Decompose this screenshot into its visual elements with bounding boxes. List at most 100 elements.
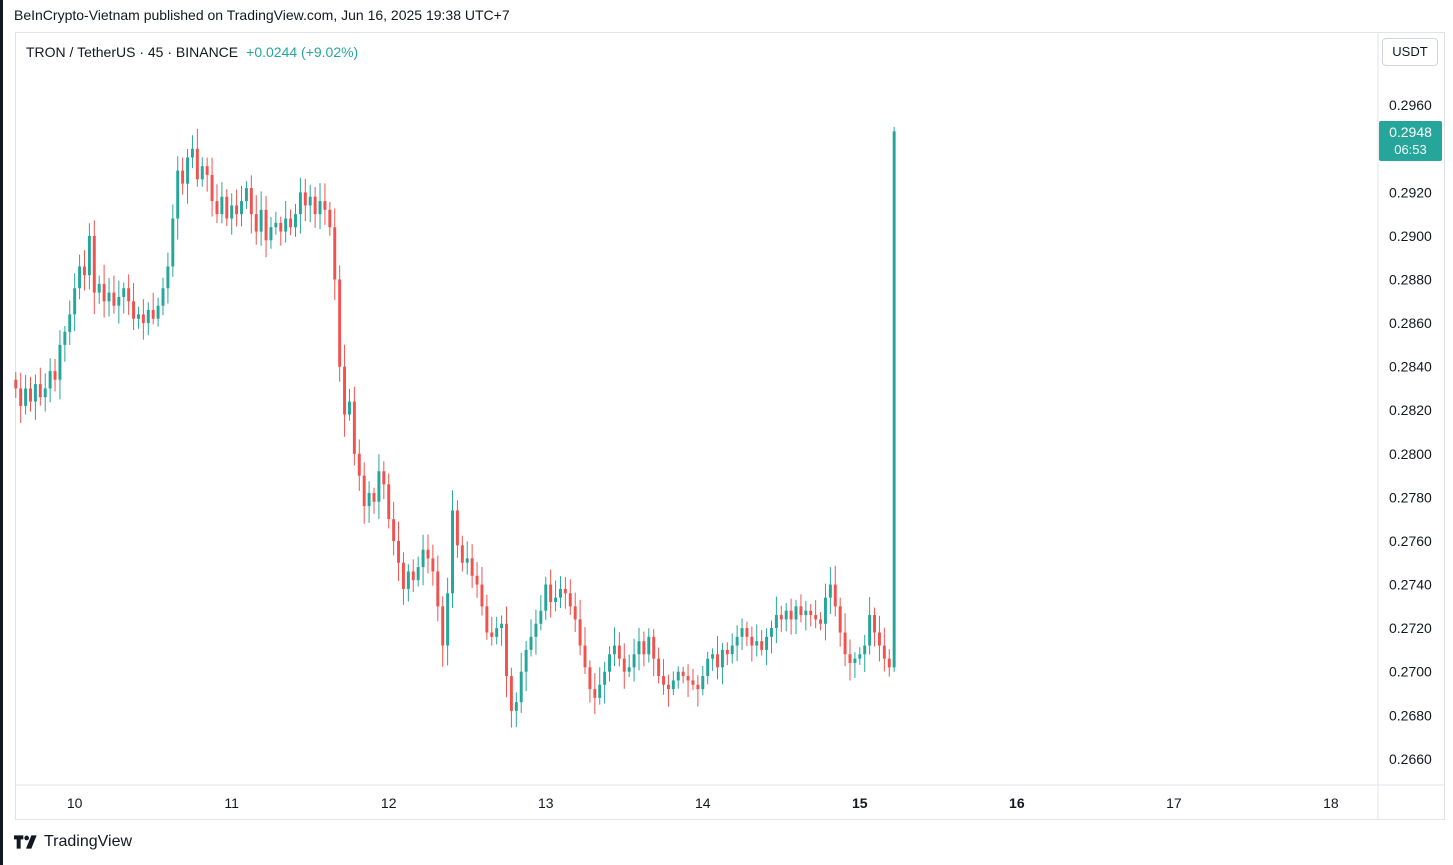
y-tick-label: 0.2860 <box>1389 315 1432 331</box>
candle <box>33 374 37 420</box>
candle <box>642 631 646 667</box>
candle <box>652 629 656 677</box>
x-tick-label: 16 <box>1009 795 1025 811</box>
candle <box>696 675 700 707</box>
candle <box>347 388 351 421</box>
candle <box>156 297 160 327</box>
candle <box>421 534 425 586</box>
candle <box>598 667 602 705</box>
candle <box>608 646 612 682</box>
candle <box>455 500 459 558</box>
y-tick-label: 0.2660 <box>1389 751 1432 767</box>
candle <box>68 300 72 345</box>
y-tick-label: 0.2880 <box>1389 272 1432 288</box>
tradingview-logo-icon <box>14 835 37 849</box>
candle <box>514 692 518 728</box>
candle <box>446 577 450 666</box>
candle <box>190 135 194 169</box>
candle <box>362 462 366 524</box>
candle <box>132 283 136 330</box>
candle <box>151 292 155 325</box>
candle <box>843 613 847 667</box>
candle <box>357 439 361 491</box>
candle <box>318 183 322 230</box>
candle <box>220 182 224 224</box>
candle <box>735 625 739 661</box>
candle <box>249 175 253 234</box>
candle <box>632 638 636 682</box>
candle <box>671 671 675 696</box>
y-tick-label: 0.2720 <box>1389 620 1432 636</box>
candle <box>730 633 734 664</box>
candle <box>254 195 258 245</box>
candle <box>240 185 243 227</box>
tradingview-wordmark: TradingView <box>44 833 133 850</box>
y-tick-label: 0.2760 <box>1389 533 1432 549</box>
candle <box>112 275 116 314</box>
x-tick-label: 18 <box>1323 795 1339 811</box>
candle <box>367 481 371 523</box>
candle <box>97 275 101 304</box>
candle <box>868 597 872 655</box>
y-tick-label: 0.2740 <box>1389 577 1432 593</box>
candle <box>426 534 430 574</box>
candle <box>411 559 415 592</box>
candle <box>784 602 788 632</box>
candle <box>244 181 248 209</box>
candle <box>828 567 832 615</box>
candle-last <box>892 127 896 672</box>
candle <box>338 265 342 382</box>
y-tick-label: 0.2700 <box>1389 664 1432 680</box>
tradingview-logo[interactable]: TradingView <box>14 833 132 851</box>
candle <box>578 599 582 656</box>
candle <box>460 535 464 572</box>
candle <box>509 667 513 728</box>
candle <box>505 606 508 698</box>
x-tick-label: 15 <box>852 795 868 811</box>
candle <box>289 209 293 236</box>
candle <box>887 649 891 677</box>
candle <box>387 473 391 529</box>
candle <box>568 579 572 615</box>
candle <box>53 358 57 392</box>
candle <box>451 490 454 608</box>
candle <box>195 128 199 187</box>
candle <box>19 372 23 424</box>
candle <box>161 277 165 316</box>
candle <box>539 595 543 631</box>
bar-countdown: 06:53 <box>1394 142 1427 158</box>
candle <box>676 666 680 689</box>
candle <box>804 601 808 631</box>
currency-button[interactable]: USDT <box>1382 38 1438 66</box>
candle <box>63 325 67 362</box>
last-price-value: 0.2948 <box>1389 124 1432 141</box>
chart-frame <box>15 32 1445 820</box>
candle <box>490 616 494 646</box>
candle <box>397 521 401 581</box>
candle <box>401 552 405 605</box>
y-tick-label: 0.2920 <box>1389 184 1432 200</box>
candle <box>323 183 327 225</box>
candle <box>549 569 553 618</box>
candle <box>833 565 837 617</box>
candle <box>73 273 77 332</box>
last-price-badge: 0.2948 06:53 <box>1379 121 1442 162</box>
candle <box>235 189 239 227</box>
symbol-title: TRON / TetherUS · 45 · BINANCE <box>26 44 239 60</box>
x-tick-label: 13 <box>538 795 554 811</box>
candle <box>681 666 685 684</box>
candle <box>877 615 881 662</box>
y-tick-label: 0.2900 <box>1389 228 1432 244</box>
candle <box>372 487 376 514</box>
candle <box>617 632 621 667</box>
candle <box>392 501 396 556</box>
candle <box>136 306 140 329</box>
candle <box>809 604 813 627</box>
candle <box>657 647 661 684</box>
candle <box>588 660 592 703</box>
candle <box>406 564 410 602</box>
candle <box>686 664 690 698</box>
candle <box>117 280 121 324</box>
candle <box>789 598 793 635</box>
